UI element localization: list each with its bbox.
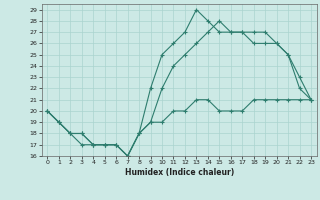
X-axis label: Humidex (Indice chaleur): Humidex (Indice chaleur) [124, 168, 234, 177]
